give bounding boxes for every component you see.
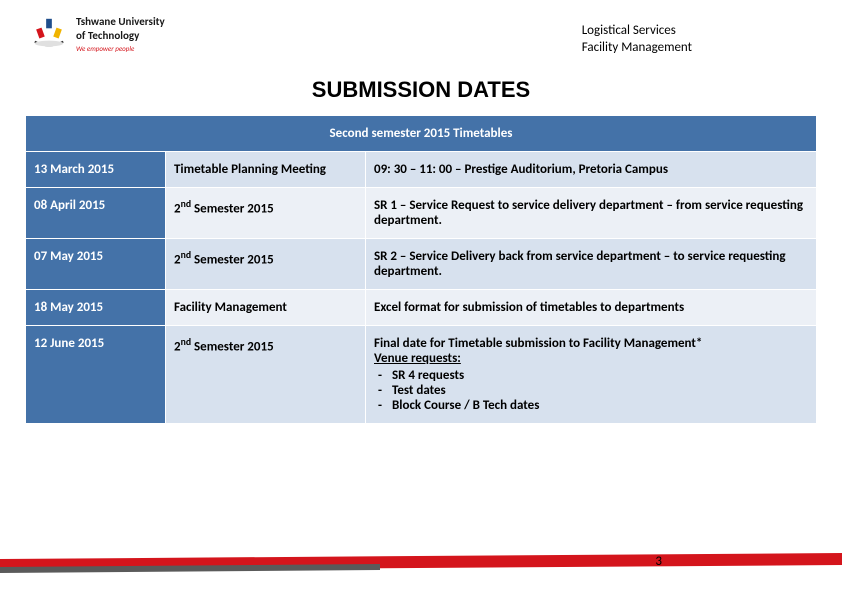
detail-cell: SR 2 – Service Delivery back from servic… bbox=[366, 238, 817, 289]
table-container: Second semester 2015 Timetables 13 March… bbox=[25, 115, 817, 424]
event-cell: 2nd Semester 2015 bbox=[166, 325, 366, 423]
logo-line2: of Technology bbox=[76, 29, 165, 43]
date-cell: 08 April 2015 bbox=[26, 187, 166, 238]
table-row: 08 April 20152nd Semester 2015SR 1 – Ser… bbox=[26, 187, 817, 238]
detail-cell: Final date for Timetable submission to F… bbox=[366, 325, 817, 423]
table-row: 13 March 2015Timetable Planning Meeting0… bbox=[26, 151, 817, 187]
logo-tagline: We empower people bbox=[76, 44, 165, 53]
table-row: 12 June 20152nd Semester 2015Final date … bbox=[26, 325, 817, 423]
date-cell: 07 May 2015 bbox=[26, 238, 166, 289]
date-cell: 13 March 2015 bbox=[26, 151, 166, 187]
logo-line1: Tshwane University bbox=[76, 15, 165, 29]
event-cell: 2nd Semester 2015 bbox=[166, 187, 366, 238]
logo: Tshwane University of Technology We empo… bbox=[30, 15, 165, 53]
header: Tshwane University of Technology We empo… bbox=[0, 0, 842, 62]
detail-cell: SR 1 – Service Request to service delive… bbox=[366, 187, 817, 238]
logo-text: Tshwane University of Technology We empo… bbox=[76, 15, 165, 53]
detail-cell: 09: 30 – 11: 00 – Prestige Auditorium, P… bbox=[366, 151, 817, 187]
table-row: 18 May 2015Facility ManagementExcel form… bbox=[26, 289, 817, 325]
event-cell: Facility Management bbox=[166, 289, 366, 325]
department-text: Logistical Services Facility Management bbox=[582, 15, 692, 57]
submission-dates-table: Second semester 2015 Timetables 13 March… bbox=[25, 115, 817, 424]
logo-icon bbox=[30, 15, 68, 53]
event-cell: 2nd Semester 2015 bbox=[166, 238, 366, 289]
dept-line1: Logistical Services bbox=[582, 23, 692, 40]
table-header: Second semester 2015 Timetables bbox=[26, 115, 817, 151]
footer-decoration bbox=[0, 553, 842, 573]
dept-line2: Facility Management bbox=[582, 40, 692, 57]
detail-cell: Excel format for submission of timetable… bbox=[366, 289, 817, 325]
table-row: 07 May 20152nd Semester 2015SR 2 – Servi… bbox=[26, 238, 817, 289]
date-cell: 18 May 2015 bbox=[26, 289, 166, 325]
page-number: 3 bbox=[655, 554, 662, 569]
date-cell: 12 June 2015 bbox=[26, 325, 166, 423]
page-title: SUBMISSION DATES bbox=[0, 77, 842, 103]
event-cell: Timetable Planning Meeting bbox=[166, 151, 366, 187]
